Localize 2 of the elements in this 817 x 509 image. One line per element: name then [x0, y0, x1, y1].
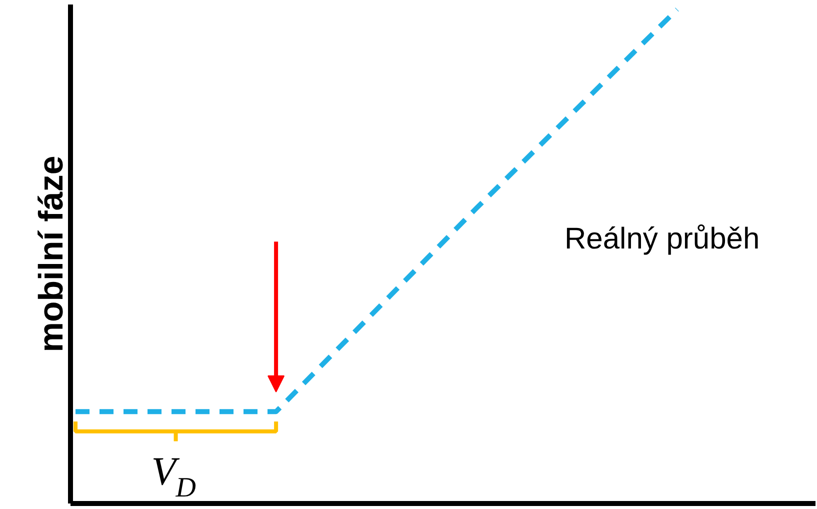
annotation: Reálný průběh	[564, 222, 760, 256]
y-axis-title: mobilní fáze	[32, 156, 70, 352]
